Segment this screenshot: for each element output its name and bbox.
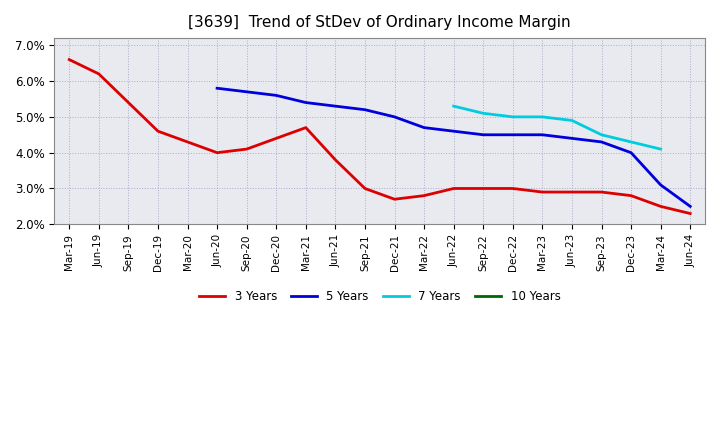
3 Years xyxy=(449,186,458,191)
7 Years xyxy=(597,132,606,137)
5 Years xyxy=(538,132,546,137)
7 Years xyxy=(567,118,576,123)
5 Years xyxy=(272,93,281,98)
7 Years xyxy=(538,114,546,120)
3 Years xyxy=(479,186,487,191)
5 Years xyxy=(567,136,576,141)
5 Years xyxy=(597,139,606,145)
3 Years xyxy=(272,136,281,141)
Legend: 3 Years, 5 Years, 7 Years, 10 Years: 3 Years, 5 Years, 7 Years, 10 Years xyxy=(194,285,565,308)
5 Years xyxy=(420,125,428,130)
5 Years xyxy=(626,150,635,155)
7 Years xyxy=(479,110,487,116)
Line: 7 Years: 7 Years xyxy=(454,106,661,149)
3 Years xyxy=(361,186,369,191)
3 Years xyxy=(597,189,606,194)
3 Years xyxy=(538,189,546,194)
3 Years xyxy=(331,157,340,162)
5 Years xyxy=(390,114,399,120)
7 Years xyxy=(626,139,635,145)
5 Years xyxy=(449,128,458,134)
7 Years xyxy=(657,147,665,152)
5 Years xyxy=(213,86,222,91)
7 Years xyxy=(508,114,517,120)
3 Years xyxy=(213,150,222,155)
3 Years xyxy=(243,147,251,152)
7 Years xyxy=(449,103,458,109)
5 Years xyxy=(302,100,310,105)
5 Years xyxy=(479,132,487,137)
Line: 3 Years: 3 Years xyxy=(69,59,690,213)
3 Years xyxy=(508,186,517,191)
3 Years xyxy=(390,197,399,202)
3 Years xyxy=(686,211,695,216)
3 Years xyxy=(626,193,635,198)
5 Years xyxy=(331,103,340,109)
3 Years xyxy=(183,139,192,145)
3 Years xyxy=(153,128,162,134)
Title: [3639]  Trend of StDev of Ordinary Income Margin: [3639] Trend of StDev of Ordinary Income… xyxy=(189,15,571,30)
5 Years xyxy=(686,204,695,209)
3 Years xyxy=(420,193,428,198)
3 Years xyxy=(657,204,665,209)
5 Years xyxy=(508,132,517,137)
5 Years xyxy=(657,182,665,187)
5 Years xyxy=(243,89,251,95)
3 Years xyxy=(302,125,310,130)
5 Years xyxy=(361,107,369,112)
3 Years xyxy=(94,71,103,77)
3 Years xyxy=(124,100,132,105)
Line: 5 Years: 5 Years xyxy=(217,88,690,206)
3 Years xyxy=(567,189,576,194)
3 Years xyxy=(65,57,73,62)
